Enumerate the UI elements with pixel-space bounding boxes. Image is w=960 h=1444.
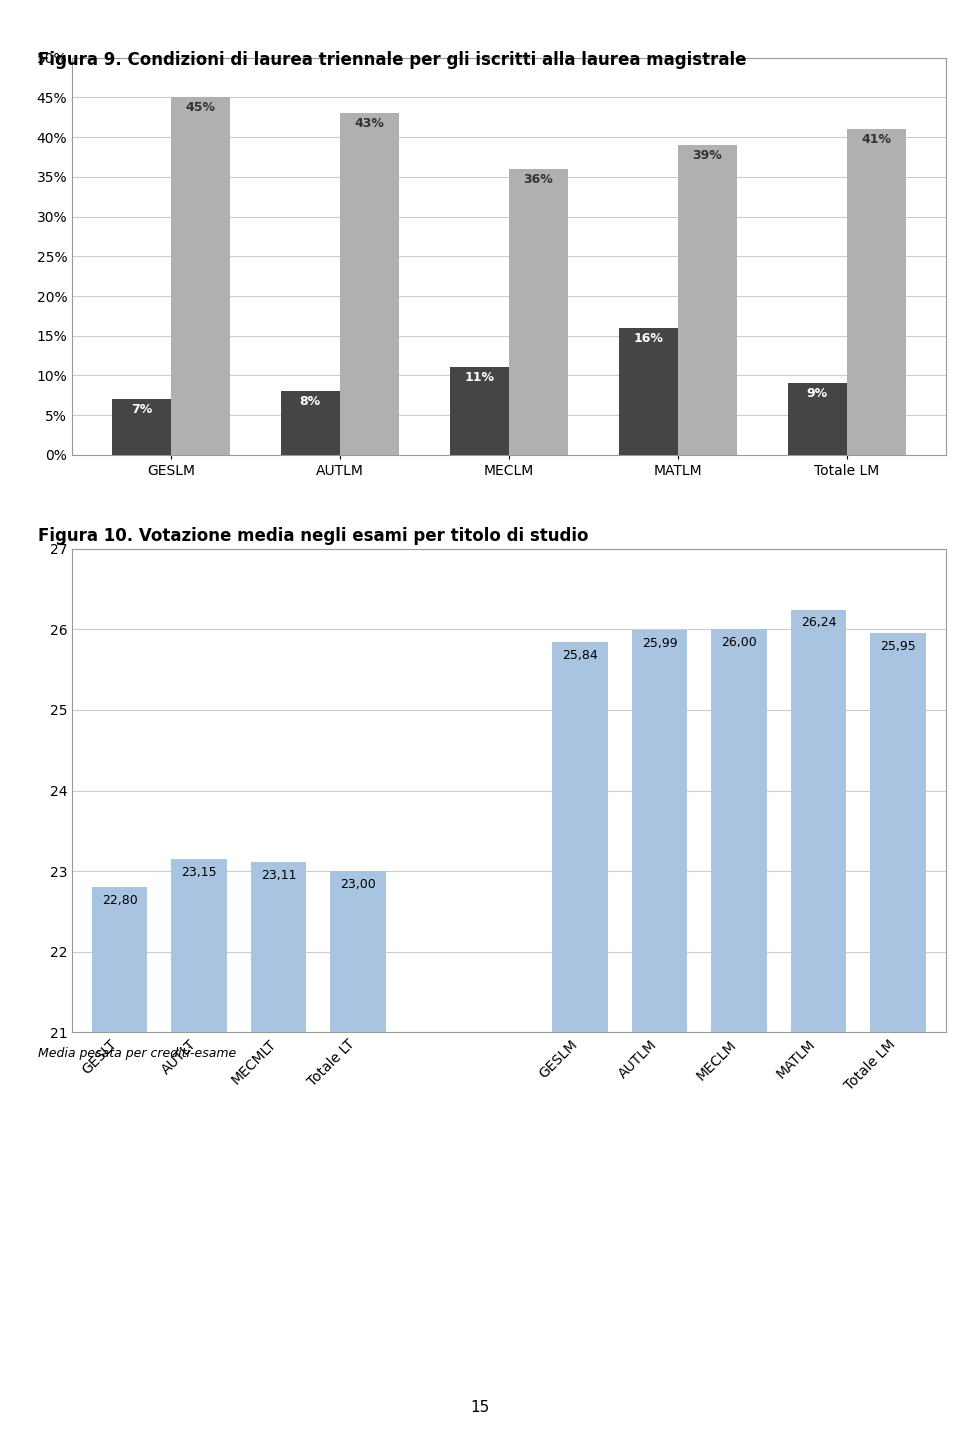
Legend: laurea triennale con lode, Laurea triennale in corso: laurea triennale con lode, Laurea trienn… [123,573,564,599]
Text: 26,24: 26,24 [801,617,836,630]
Text: 23,15: 23,15 [181,865,217,878]
Bar [92,887,148,1032]
Bar [251,862,306,1032]
Text: 25,99: 25,99 [642,637,678,650]
Text: 41%: 41% [861,133,891,146]
Bar [449,367,509,455]
Text: 15: 15 [470,1401,490,1415]
Bar [171,98,230,455]
Bar [711,630,767,1032]
Text: Figura 9. Condizioni di laurea triennale per gli iscritti alla laurea magistrale: Figura 9. Condizioni di laurea triennale… [38,51,747,68]
Text: 16%: 16% [634,332,663,345]
Text: 45%: 45% [185,101,215,114]
Text: 43%: 43% [354,117,384,130]
Bar [632,630,687,1032]
Bar [847,130,906,455]
Text: 23,11: 23,11 [261,869,297,882]
Text: 9%: 9% [806,387,828,400]
Text: 22,80: 22,80 [102,894,137,907]
Bar [280,391,340,455]
Text: 39%: 39% [692,149,722,162]
Text: 7%: 7% [131,403,152,416]
Bar [340,114,399,455]
Text: 36%: 36% [523,173,553,186]
Text: 25,84: 25,84 [563,648,598,661]
Bar [330,871,386,1032]
Bar [678,144,737,455]
Bar [787,383,847,455]
Bar [870,634,925,1032]
Text: Media pesata per crediti-esame: Media pesata per crediti-esame [38,1047,237,1060]
Text: Figura 10. Votazione media negli esami per titolo di studio: Figura 10. Votazione media negli esami p… [38,527,588,544]
Bar [553,643,608,1032]
Bar [111,399,171,455]
Text: 11%: 11% [465,371,494,384]
Text: 25,95: 25,95 [880,640,916,653]
Bar [171,859,227,1032]
Text: 23,00: 23,00 [340,878,375,891]
Bar [509,169,568,455]
Bar [791,609,847,1032]
Text: 26,00: 26,00 [721,635,757,648]
Text: 8%: 8% [300,396,321,409]
Bar [618,328,678,455]
